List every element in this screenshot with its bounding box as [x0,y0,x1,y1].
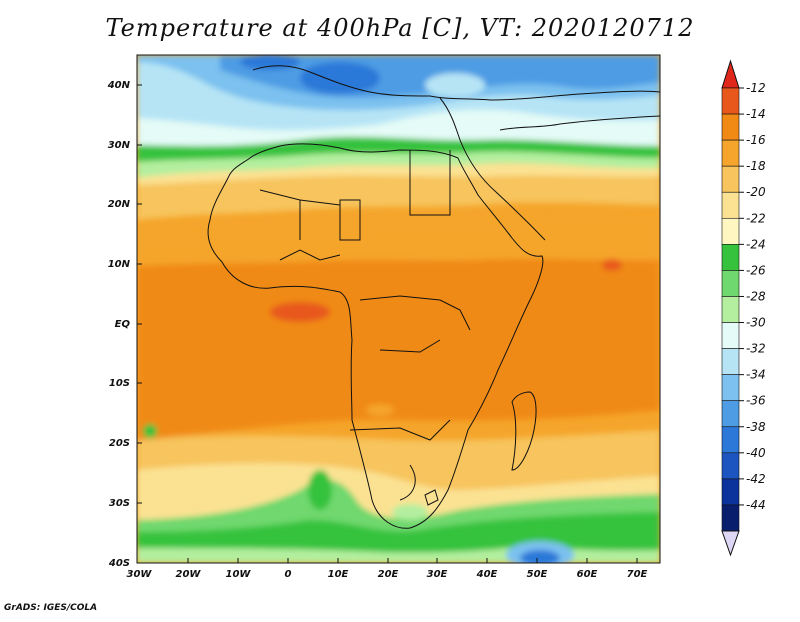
lat-tick-label: 30N [108,140,131,151]
lon-tick-label: 20E [378,569,399,580]
colorbar-swatch [721,113,740,141]
colorbar: -12 -14 -16 -18 -20 -22 -24 -26 -28 -30 -32 -34 -36 -… [721,59,766,557]
colorbar-swatch [721,87,740,115]
colorbar-label: -38 [746,420,766,434]
colorbar-label: -42 [746,472,766,486]
colorbar-label: -24 [746,237,766,251]
lon-tick-label: 10E [328,569,349,580]
lat-ticks [137,84,142,504]
colorbar-label: -18 [746,159,766,173]
lat-tick-label: 10S [109,378,130,389]
colorbar-swatch [721,400,740,428]
lon-tick-label: 60E [577,569,598,580]
lon-tick-label: 30W [127,569,153,580]
lon-tick-label: 50E [527,569,548,580]
lat-tick-label: 40S [108,558,130,569]
lat-tick-label: 10N [108,259,131,270]
colorbar-label: -14 [746,107,766,121]
colorbar-label: -20 [746,185,766,199]
lon-tick-label: 0 [285,569,292,580]
colorbar-swatch [721,191,740,219]
colorbar-label: -22 [746,211,766,225]
colorbar-swatch [721,374,740,402]
lon-tick-label: 40E [476,569,498,580]
lon-tick-label: 30E [427,569,448,580]
colorbar-label: -44 [746,498,766,512]
colorbar-swatch [721,244,740,271]
lon-ticks [187,558,638,563]
latitude-axis: 40N 30N 20N 10N EQ 10S 20S 30S 40S [107,80,131,569]
colorbar-swatch [721,139,740,167]
coastlines [207,65,660,529]
longitude-axis: 30W 20W 10W 0 10E 20E 30E 40E 50E 60E 70… [127,569,648,580]
colorbar-label: -12 [746,81,766,95]
colorbar-swatch [721,270,740,297]
lat-tick-label: 20N [108,199,131,210]
lat-tick-label: 40N [107,80,131,91]
map-title: Temperature at 400hPa [C], VT: 202012071… [105,14,695,42]
colorbar-label: -40 [746,446,766,460]
colorbar-bottom-arrow [721,530,740,557]
colorbar-top-arrow [721,59,740,89]
colorbar-swatch [721,348,740,375]
colorbar-label: -26 [746,263,766,277]
colorbar-label: -34 [746,368,766,382]
colorbar-swatch [721,217,740,245]
colorbar-swatch [721,165,740,193]
colorbar-swatch [721,322,740,349]
colorbar-label: -36 [746,394,766,408]
colorbar-swatch [721,504,740,532]
colorbar-swatch [721,296,740,323]
colorbar-label: -28 [746,289,766,303]
lat-tick-label: 30S [109,498,130,509]
lon-tick-label: 20W [176,569,202,580]
lon-tick-label: 70E [627,569,648,580]
colorbar-label: -30 [746,316,766,330]
colorbar-label: -32 [746,342,766,356]
map-frame [136,54,661,564]
colorbar-swatch [721,452,740,480]
temperature-field [137,55,660,563]
credit-text: GrADS: IGES/COLA [4,603,98,613]
lat-tick-label: 20S [109,438,130,449]
colorbar-label: -16 [746,133,766,147]
colorbar-swatch [721,426,740,454]
lat-tick-label: EQ [115,319,131,330]
lon-tick-label: 10W [226,569,252,580]
colorbar-swatch [721,478,740,506]
